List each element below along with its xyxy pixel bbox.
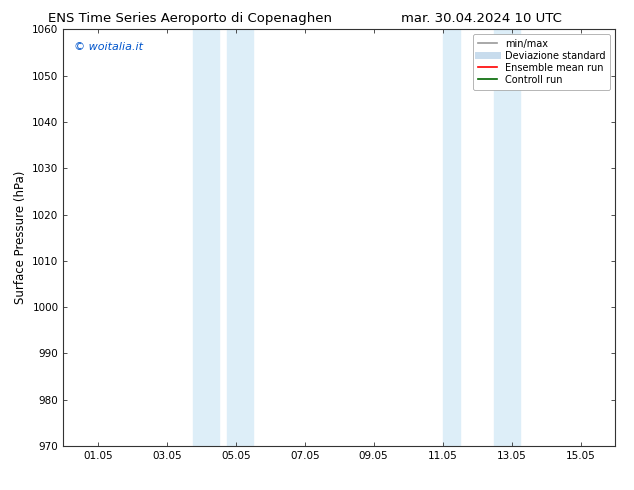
Bar bbox=[193, 29, 219, 446]
Y-axis label: Surface Pressure (hPa): Surface Pressure (hPa) bbox=[14, 171, 27, 304]
Text: mar. 30.04.2024 10 UTC: mar. 30.04.2024 10 UTC bbox=[401, 12, 562, 25]
Legend: min/max, Deviazione standard, Ensemble mean run, Controll run: min/max, Deviazione standard, Ensemble m… bbox=[473, 34, 610, 90]
Text: © woitalia.it: © woitalia.it bbox=[74, 42, 143, 52]
Bar bbox=[227, 29, 253, 446]
Bar bbox=[443, 29, 460, 446]
Text: ENS Time Series Aeroporto di Copenaghen: ENS Time Series Aeroporto di Copenaghen bbox=[48, 12, 332, 25]
Bar bbox=[495, 29, 520, 446]
